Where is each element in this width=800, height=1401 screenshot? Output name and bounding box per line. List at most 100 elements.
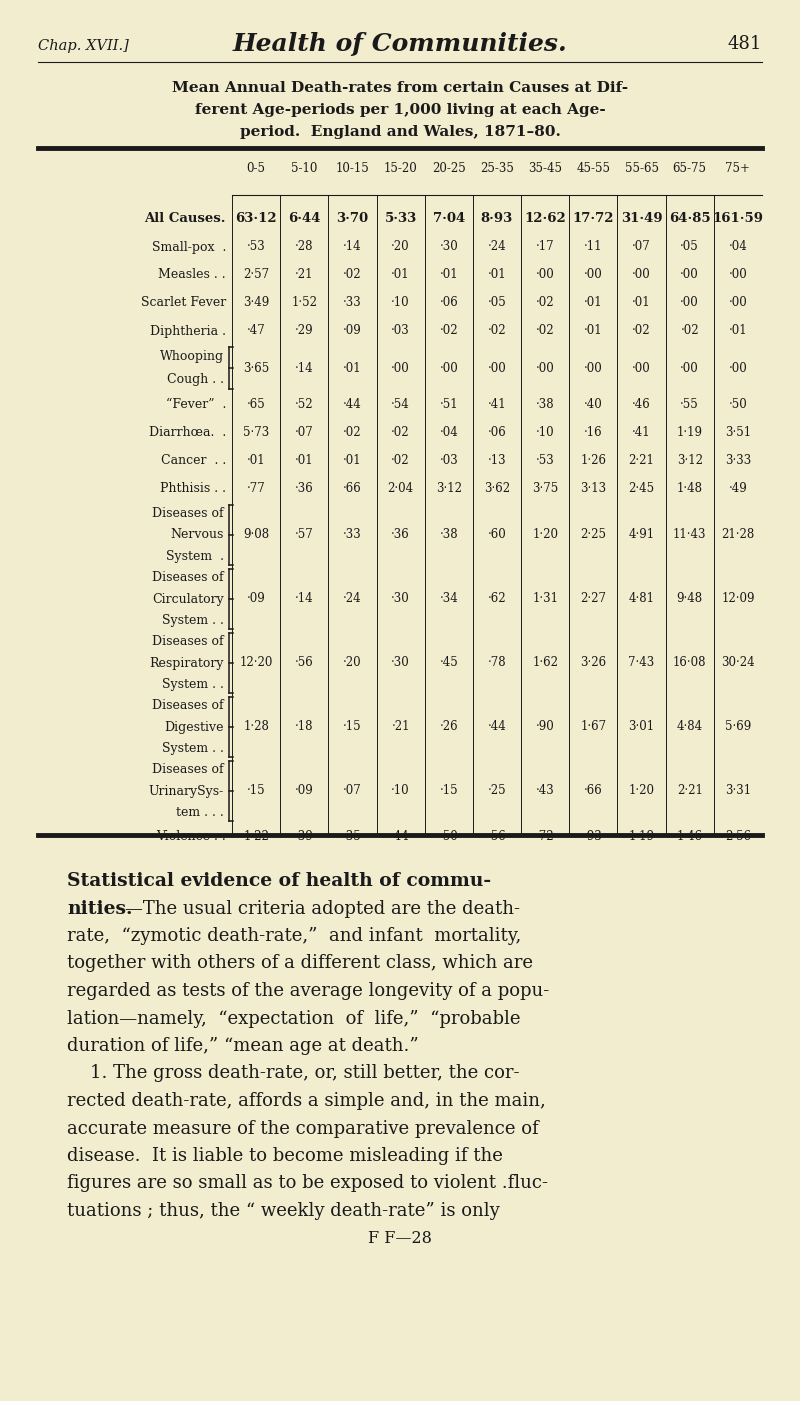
Text: Health of Communities.: Health of Communities. (233, 32, 567, 56)
Text: 1·52: 1·52 (291, 297, 318, 310)
Text: ·05: ·05 (488, 297, 506, 310)
Text: ·03: ·03 (439, 454, 458, 468)
Text: System . .: System . . (162, 614, 224, 626)
Text: ·50: ·50 (439, 831, 458, 843)
Text: Diphtheria .: Diphtheria . (150, 325, 226, 338)
Text: 1. The gross death-rate, or, still better, the cor-: 1. The gross death-rate, or, still bette… (67, 1065, 519, 1083)
Text: Diarrhœa.  .: Diarrhœa. . (149, 426, 226, 440)
Text: 7·04: 7·04 (433, 213, 465, 226)
Text: 8·93: 8·93 (481, 213, 513, 226)
Text: ·00: ·00 (729, 269, 747, 282)
Text: ·02: ·02 (681, 325, 699, 338)
Text: ·38: ·38 (439, 528, 458, 542)
Text: Mean Annual Death-rates from certain Causes at Dif-: Mean Annual Death-rates from certain Cau… (172, 81, 628, 95)
Text: Diseases of: Diseases of (152, 635, 224, 649)
Text: 15-20: 15-20 (384, 161, 418, 175)
Text: 1·62: 1·62 (532, 657, 558, 670)
Text: ·00: ·00 (584, 361, 602, 374)
Text: ·10: ·10 (391, 785, 410, 797)
Text: ·00: ·00 (729, 297, 747, 310)
Text: ·15: ·15 (439, 785, 458, 797)
Text: ·30: ·30 (391, 657, 410, 670)
Text: ·47: ·47 (246, 325, 266, 338)
Text: ·00: ·00 (680, 269, 699, 282)
Text: ·33: ·33 (343, 528, 362, 542)
Text: ·00: ·00 (632, 269, 651, 282)
Text: 3·12: 3·12 (436, 482, 462, 496)
Text: ·55: ·55 (680, 398, 699, 412)
Text: ·00: ·00 (391, 361, 410, 374)
Text: tem . . .: tem . . . (176, 806, 224, 818)
Text: Measles . .: Measles . . (158, 269, 226, 282)
Text: tuations ; thus, the “ weekly death-rate” is only: tuations ; thus, the “ weekly death-rate… (67, 1202, 500, 1220)
Text: together with others of a different class, which are: together with others of a different clas… (67, 954, 533, 972)
Text: ·34: ·34 (439, 593, 458, 605)
Text: ·46: ·46 (632, 398, 651, 412)
Text: ·09: ·09 (295, 785, 314, 797)
Text: ·10: ·10 (391, 297, 410, 310)
Text: ·53: ·53 (246, 241, 266, 254)
Text: ·53: ·53 (536, 454, 554, 468)
Text: ·01: ·01 (295, 454, 314, 468)
Text: ·93: ·93 (584, 831, 602, 843)
Text: 2·56: 2·56 (725, 831, 751, 843)
Text: 1·67: 1·67 (580, 720, 606, 734)
Text: Violence . .: Violence . . (156, 831, 226, 843)
Text: Respiratory: Respiratory (150, 657, 224, 670)
Text: ·01: ·01 (391, 269, 410, 282)
Text: System . .: System . . (162, 743, 224, 755)
Text: ·72: ·72 (536, 831, 554, 843)
Text: 481: 481 (728, 35, 762, 53)
Text: 5·33: 5·33 (385, 213, 417, 226)
Text: 3·70: 3·70 (336, 213, 369, 226)
Text: 55-65: 55-65 (625, 161, 658, 175)
Text: Phthisis . .: Phthisis . . (160, 482, 226, 496)
Text: System . .: System . . (162, 678, 224, 691)
Text: 7·43: 7·43 (629, 657, 654, 670)
Text: duration of life,” “mean age at death.”: duration of life,” “mean age at death.” (67, 1037, 418, 1055)
Text: ·45: ·45 (439, 657, 458, 670)
Text: 3·33: 3·33 (725, 454, 751, 468)
Text: ·17: ·17 (536, 241, 554, 254)
Text: ·21: ·21 (391, 720, 410, 734)
Text: 17·72: 17·72 (573, 213, 614, 226)
Text: ·00: ·00 (680, 361, 699, 374)
Text: 2·45: 2·45 (629, 482, 654, 496)
Text: ·41: ·41 (632, 426, 651, 440)
Text: ·01: ·01 (584, 297, 602, 310)
Text: ·02: ·02 (391, 454, 410, 468)
Text: Statistical evidence of health of commu-: Statistical evidence of health of commu- (67, 871, 491, 890)
Text: Diseases of: Diseases of (152, 764, 224, 776)
Text: ·07: ·07 (632, 241, 651, 254)
Text: ·05: ·05 (680, 241, 699, 254)
Text: ·30: ·30 (439, 241, 458, 254)
Text: ·02: ·02 (536, 325, 554, 338)
Text: 25-35: 25-35 (480, 161, 514, 175)
Text: 3·49: 3·49 (243, 297, 270, 310)
Text: 3·01: 3·01 (629, 720, 654, 734)
Text: ·04: ·04 (729, 241, 747, 254)
Text: ·62: ·62 (488, 593, 506, 605)
Text: 1·20: 1·20 (629, 785, 654, 797)
Text: rate,  “zymotic death-rate,”  and infant  mortality,: rate, “zymotic death-rate,” and infant m… (67, 927, 522, 946)
Text: ·01: ·01 (439, 269, 458, 282)
Text: 3·62: 3·62 (484, 482, 510, 496)
Text: ·01: ·01 (343, 361, 362, 374)
Text: ·24: ·24 (488, 241, 506, 254)
Text: ·00: ·00 (536, 269, 554, 282)
Text: ·26: ·26 (439, 720, 458, 734)
Text: ·00: ·00 (439, 361, 458, 374)
Text: ·36: ·36 (391, 528, 410, 542)
Text: ·00: ·00 (729, 361, 747, 374)
Text: ·09: ·09 (343, 325, 362, 338)
Text: ·33: ·33 (343, 297, 362, 310)
Text: ·00: ·00 (488, 361, 506, 374)
Text: ·44: ·44 (391, 831, 410, 843)
Text: 65-75: 65-75 (673, 161, 706, 175)
Text: 0-5: 0-5 (246, 161, 266, 175)
Text: Diseases of: Diseases of (152, 699, 224, 712)
Text: ·29: ·29 (295, 325, 314, 338)
Text: ·15: ·15 (343, 720, 362, 734)
Text: 9·48: 9·48 (677, 593, 702, 605)
Text: 5·73: 5·73 (243, 426, 270, 440)
